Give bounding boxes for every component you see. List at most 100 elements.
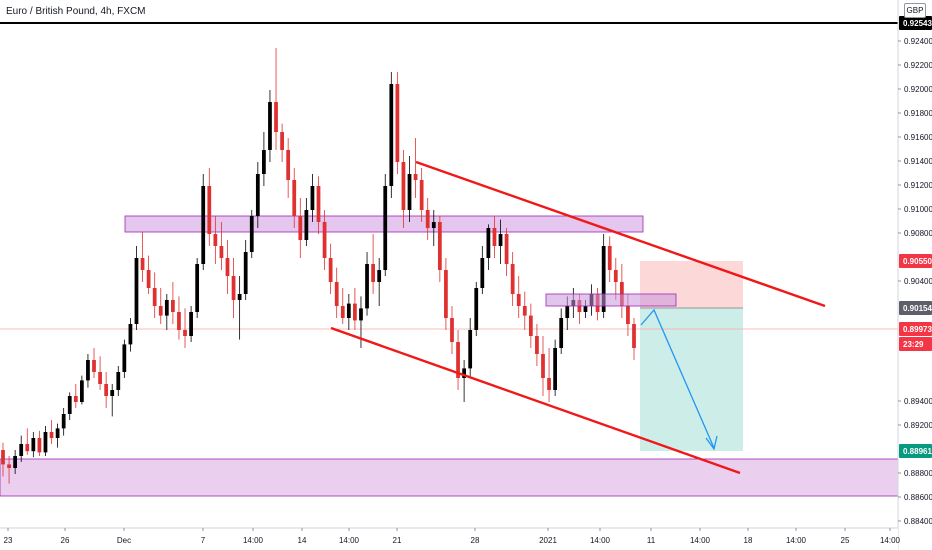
candle-body (225, 258, 230, 276)
candle-body (486, 228, 491, 258)
x-tick-label: 21 (393, 536, 402, 545)
price-label-text-last: 0.89973 (903, 325, 932, 334)
candle-body (292, 180, 297, 216)
candle-body (171, 300, 175, 312)
candle (310, 174, 315, 222)
candle (134, 246, 139, 330)
candle (177, 296, 181, 340)
candle-body (140, 258, 145, 270)
price-label-text-black: 0.92543 (903, 19, 932, 28)
candle-body (116, 372, 121, 390)
candle-body (286, 150, 291, 180)
candle (431, 210, 436, 246)
candle-body (359, 308, 363, 321)
candle-body (37, 438, 42, 453)
candle (547, 348, 551, 402)
candle-body (183, 330, 187, 336)
candle-body (316, 186, 321, 222)
candle (104, 372, 109, 408)
candle-body (395, 84, 400, 162)
price-label-target (899, 444, 932, 458)
candle-body (146, 270, 151, 288)
candle (262, 132, 266, 186)
candle-body (346, 303, 351, 318)
x-tick-label: 14:00 (786, 536, 807, 545)
candle (365, 252, 369, 316)
candle (98, 356, 102, 390)
y-tick-label: 0.89200 (904, 421, 932, 430)
candle-body (152, 288, 157, 306)
candle (425, 198, 430, 240)
candle (219, 222, 224, 270)
candle-body (55, 428, 60, 438)
x-tick-label: 14:00 (243, 536, 264, 545)
price-label-stop (899, 254, 932, 268)
price-axis[interactable] (898, 0, 932, 550)
x-tick-label: 18 (744, 536, 753, 545)
candle-body (541, 354, 545, 378)
candle-body (450, 318, 454, 342)
candle-body (122, 344, 127, 372)
x-tick-label: 11 (647, 536, 656, 545)
x-tick-label: 14:00 (690, 536, 711, 545)
candle (49, 420, 54, 444)
x-tick-label: 25 (841, 536, 850, 545)
projection-arrowhead (705, 435, 718, 451)
x-tick-label: 14:00 (339, 536, 360, 545)
candle-body (201, 186, 206, 264)
candle (189, 306, 193, 342)
candle-body (310, 186, 315, 210)
candle (152, 272, 157, 318)
candle (516, 276, 521, 318)
candle-body (504, 234, 509, 264)
candle-body (158, 306, 163, 316)
candle (632, 318, 636, 360)
candle-body (207, 186, 212, 234)
price-label-countdown (899, 337, 932, 351)
candle-body (25, 444, 30, 452)
candle (510, 252, 515, 306)
candle (140, 231, 145, 282)
candle (274, 48, 278, 150)
currency-button[interactable]: GBP (904, 3, 926, 18)
candle-body (67, 396, 72, 414)
candle-body (61, 414, 66, 429)
candle (73, 384, 78, 408)
candle (383, 174, 388, 276)
candle-body (383, 186, 388, 270)
candle-body (401, 162, 406, 210)
candle-body (456, 342, 460, 378)
candle-body (510, 264, 515, 294)
candle-body (134, 258, 139, 324)
channel-lower-line[interactable] (330, 326, 741, 475)
x-tick-label: 14:00 (880, 536, 901, 545)
candle (7, 456, 11, 484)
time-axis[interactable] (0, 528, 898, 550)
candle (25, 428, 30, 455)
candle-body (298, 216, 303, 240)
candle (492, 216, 497, 258)
candle-body (128, 324, 133, 345)
candle-body (492, 228, 497, 246)
candle-body (444, 270, 448, 318)
channel-upper-line[interactable] (415, 160, 826, 308)
chart-title: Euro / British Pound, 4h, FXCM (6, 6, 146, 17)
candle (255, 162, 260, 228)
y-tick-label: 0.92000 (904, 85, 932, 94)
candle-body (583, 306, 588, 312)
candle-body (528, 315, 533, 336)
candle-body (92, 360, 96, 372)
candle-body (559, 318, 564, 348)
candle-body (377, 270, 382, 282)
candle (249, 210, 254, 258)
candle-body (7, 464, 11, 468)
candle-body (413, 174, 418, 180)
price-label-text-target: 0.88961 (903, 447, 932, 456)
candle (213, 216, 218, 264)
candle-body (86, 360, 90, 381)
y-tick-label: 0.91200 (904, 181, 932, 190)
candle (304, 198, 309, 246)
x-tick-label: Dec (117, 536, 131, 545)
candle-body (98, 372, 102, 384)
